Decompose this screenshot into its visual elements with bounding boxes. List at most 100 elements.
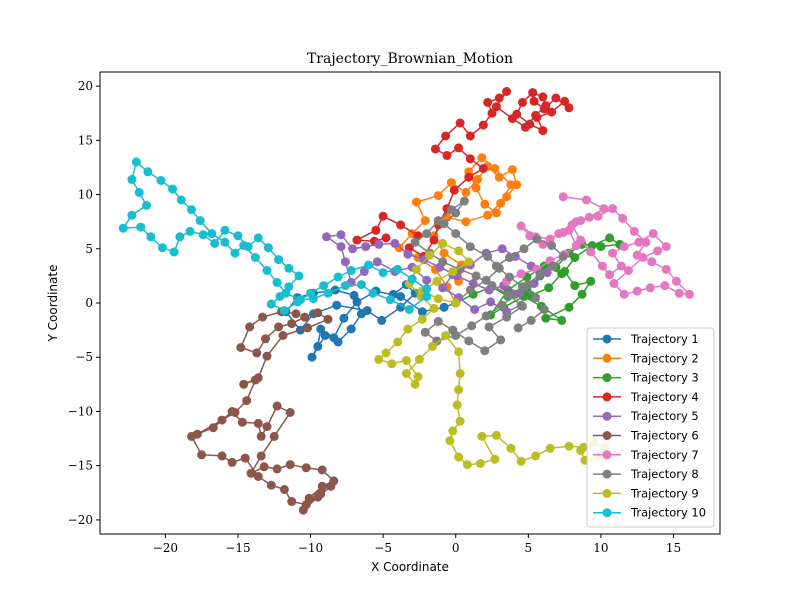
data-point [593,211,603,221]
data-point [381,348,391,358]
data-point [451,331,461,340]
data-point [502,312,512,322]
x-axis: −20 −15 −10 −5 0 5 10 15 [153,534,681,555]
data-point [294,271,304,281]
legend-item: Trajectory 6 [593,429,699,443]
legend-item: Trajectory 5 [593,409,699,423]
legend-label: Trajectory 5 [630,409,699,423]
data-point [422,292,432,301]
data-point [258,312,268,322]
data-point [462,460,472,470]
data-point [287,497,297,506]
data-point [491,261,501,271]
data-point [484,322,494,332]
data-point [346,266,356,275]
data-point [596,242,606,252]
data-point [417,314,427,324]
data-point [661,264,671,274]
data-point [374,354,384,364]
data-point [454,385,464,395]
data-point [316,324,326,334]
data-point [581,195,591,205]
y-tick-label: 15 [78,133,93,147]
data-point [256,431,266,441]
legend-label: Trajectory 3 [630,371,699,385]
data-point [143,167,153,177]
data-point [446,178,456,188]
x-tick-label: 10 [593,541,608,555]
data-point [560,96,570,106]
data-point [558,228,568,237]
data-point [233,231,243,241]
data-point [491,208,501,218]
data-point [609,279,619,288]
data-point [547,241,557,250]
data-point [526,315,536,325]
chart-title: Trajectory_Brownian_Motion [307,51,513,67]
data-point [250,375,260,385]
data-point [317,481,327,491]
data-point [326,481,336,491]
series-line [122,161,428,312]
data-point [518,282,527,292]
data-point [512,109,522,119]
data-point [465,285,475,295]
data-point [477,431,487,441]
data-point [220,225,230,235]
data-point [538,92,548,102]
data-point [422,284,432,294]
data-point [396,302,406,312]
legend-marker [602,392,612,402]
data-point [497,300,507,310]
legend-item: Trajectory 8 [593,467,699,481]
legend-label: Trajectory 10 [630,506,706,520]
data-point [454,452,464,462]
data-point [449,185,459,195]
data-point [417,307,427,317]
data-point [481,275,491,285]
data-point [487,108,497,118]
data-point [445,436,455,446]
data-point [401,369,411,378]
data-point [142,200,151,210]
data-point [217,451,227,461]
data-point [471,271,481,281]
data-point [478,120,488,130]
data-point [548,261,558,271]
legend-item: Trajectory 9 [593,486,699,500]
data-point [368,288,378,298]
data-point [653,246,663,256]
data-point [528,88,538,98]
data-point [263,243,273,253]
data-point [674,288,684,298]
data-point [136,222,146,232]
data-point [465,154,475,164]
data-point [558,251,568,261]
data-point [285,460,295,470]
data-point [641,237,651,247]
data-point [175,232,185,242]
data-point [570,281,580,291]
data-point [245,322,255,332]
data-point [518,97,527,107]
data-point [157,243,167,253]
data-point [284,282,294,292]
data-point [496,198,506,208]
data-point [551,93,561,103]
data-point [242,396,252,406]
data-point [300,312,310,322]
data-point [539,305,549,314]
data-point [275,292,285,301]
data-point [616,261,626,271]
data-point [253,472,263,481]
data-point [393,264,403,274]
data-point [274,322,284,332]
data-point [420,216,430,226]
data-point [168,184,178,194]
data-point [506,443,516,453]
data-point [266,480,276,490]
data-point [227,407,237,416]
series-6 [187,307,339,515]
data-point [507,165,517,175]
data-point [481,311,491,321]
